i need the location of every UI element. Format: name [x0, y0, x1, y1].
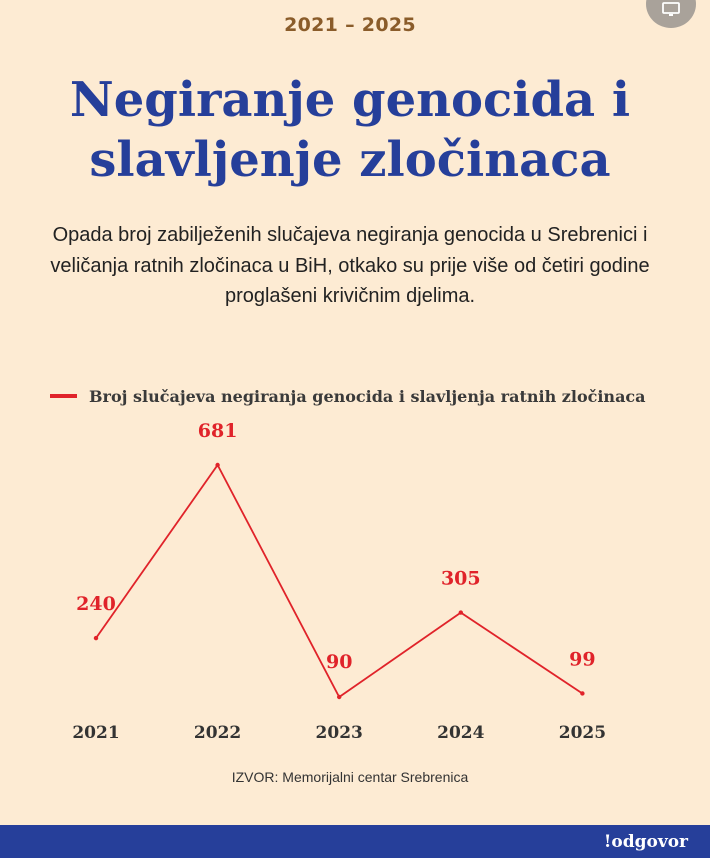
monitor-icon: [662, 2, 680, 16]
data-point: [93, 635, 99, 641]
data-point: [458, 610, 463, 615]
period-label: 2021 – 2025: [284, 14, 416, 36]
x-tick-label: 2021: [72, 723, 119, 743]
x-tick-label: 2025: [559, 723, 606, 743]
data-label: 99: [569, 648, 595, 670]
chart-legend: Broj slučajeva negiranja genocida i slav…: [50, 383, 670, 409]
x-tick-label: 2023: [316, 723, 363, 743]
source-note: IZVOR: Memorijalni centar Srebrenica: [231, 769, 469, 785]
data-point: [337, 694, 342, 700]
brand-logo: !odgovor: [603, 832, 688, 852]
x-tick-label: 2022: [194, 723, 241, 743]
data-point: [580, 691, 585, 696]
legend-label: Broj slučajeva negiranja genocida i slav…: [89, 386, 646, 406]
data-label: 240: [76, 593, 116, 615]
data-label: 681: [198, 420, 238, 442]
line-chart: 240 681 90 305 99 2021 2022 2023 2024 2025: [72, 420, 606, 743]
data-label: 305: [441, 568, 481, 590]
data-point: [215, 462, 220, 468]
x-tick-label: 2024: [437, 723, 484, 743]
footer-bar: !odgovor: [0, 825, 710, 858]
page-title: Negiranje genocida i slavljenje zločinac…: [69, 72, 631, 188]
data-label: 90: [326, 651, 352, 673]
legend-swatch: [50, 394, 77, 398]
page-subtitle: Opada broj zabilježenih slučajeva negira…: [50, 224, 650, 307]
